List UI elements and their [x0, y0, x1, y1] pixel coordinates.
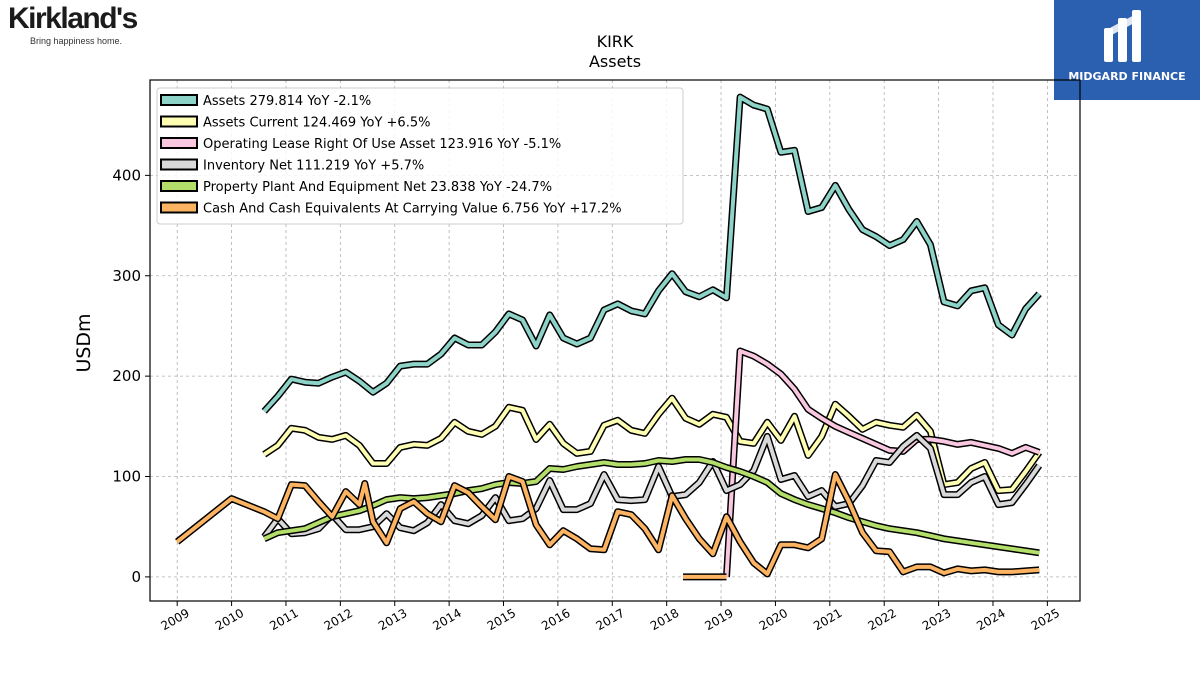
x-tick-label: 2009	[158, 606, 191, 633]
midgard-finance-logo: MIDGARD FINANCE	[1054, 0, 1200, 100]
x-tick-label: 2017	[594, 606, 627, 633]
legend-box	[156, 87, 684, 225]
x-tick-label: 2018	[648, 606, 681, 633]
chart-title: KIRK	[597, 32, 634, 51]
x-tick-label: 2024	[974, 606, 1007, 633]
legend-swatch	[160, 158, 198, 171]
legend-swatch	[160, 137, 198, 149]
x-tick-label: 2025	[1029, 606, 1062, 633]
x-tick-label: 2020	[757, 606, 790, 633]
legend-label: Property Plant And Equipment Net 23.838 …	[203, 180, 552, 195]
legend-label: Operating Lease Right Of Use Asset 123.9…	[203, 137, 561, 152]
series-lines	[175, 93, 1043, 581]
x-tick-label: 2019	[702, 606, 735, 633]
series-line-assets	[262, 95, 1041, 413]
x-tick-label: 2012	[322, 606, 355, 633]
series-line-operating-lease-right-of-use-asset	[724, 349, 1040, 578]
series-line-property-plant-and-equipment-net	[263, 457, 1040, 555]
y-tick-label: 100	[112, 468, 141, 486]
x-tick-label: 2021	[811, 606, 844, 633]
legend-swatch	[160, 201, 198, 214]
x-tick-label: 2022	[865, 606, 898, 633]
x-tick-label: 2023	[920, 606, 953, 633]
legend-swatch	[160, 115, 198, 128]
kirklands-logo: Kirkland's Bring happiness home.	[8, 4, 168, 50]
y-tick-label: 400	[112, 166, 141, 184]
x-tick-label: 2015	[485, 606, 518, 633]
y-tick-label: 200	[112, 367, 141, 385]
plot-frame	[149, 79, 1081, 602]
x-tick-label: 2016	[539, 606, 572, 633]
x-tick-label: 2011	[267, 606, 300, 633]
x-tick-label: 2010	[213, 606, 246, 633]
legend-swatch	[160, 94, 198, 106]
legend-swatch	[160, 180, 198, 192]
kirklands-logo-tagline: Bring happiness home.	[30, 36, 123, 46]
y-tick-label: 0	[131, 568, 141, 586]
kirklands-logo-wordmark: Kirkland's	[8, 2, 138, 35]
chart-subtitle: Assets	[589, 52, 641, 71]
legend-label: Cash And Cash Equivalents At Carrying Va…	[203, 202, 622, 217]
legend-label: Inventory Net 111.219 YoY +5.7%	[203, 159, 424, 174]
series-line-cash-and-cash-equivalents-at-carrying-value	[175, 472, 1040, 576]
midgard-finance-wordmark: MIDGARD FINANCE	[1068, 70, 1186, 83]
y-tick-label: 300	[112, 267, 141, 285]
series-line-assets-current	[263, 396, 1041, 493]
legend-label: Assets 279.814 YoY -2.1%	[203, 94, 371, 109]
legend: Assets 279.814 YoY -2.1% Assets Current 1…	[156, 87, 684, 225]
y-axis-label: USDm	[73, 313, 95, 372]
series-line-inventory-net	[262, 433, 1041, 539]
legend-label: Assets Current 124.469 YoY +6.5%	[203, 116, 430, 131]
axis-ticks: 0 100 200 300 400 2009 2010 2011 2012 2013 2014 201…	[112, 166, 1062, 633]
midgard-finance-emblem-icon	[1104, 10, 1141, 62]
x-tick-label: 2013	[376, 606, 409, 633]
x-tick-label: 2014	[430, 606, 463, 633]
